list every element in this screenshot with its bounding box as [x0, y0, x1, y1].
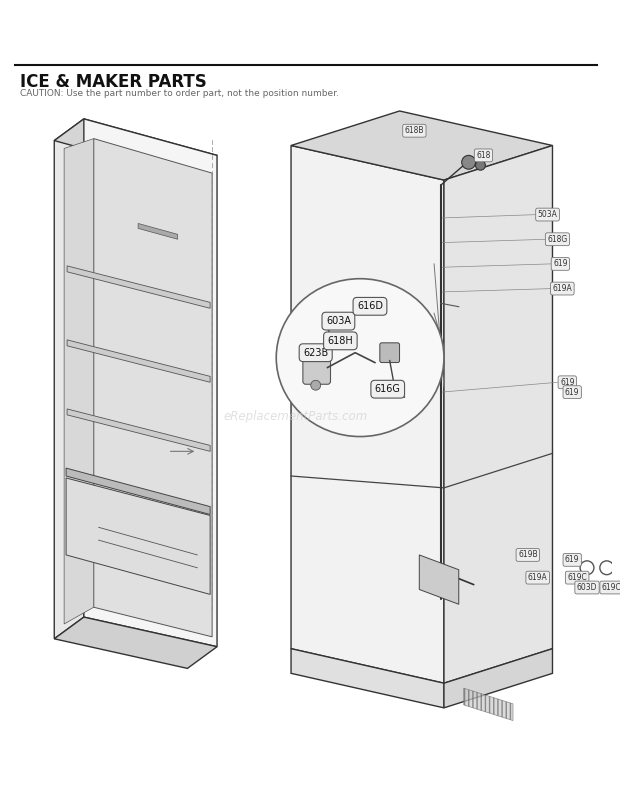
Text: 619: 619 [565, 387, 580, 397]
Polygon shape [67, 340, 210, 383]
Polygon shape [66, 468, 210, 515]
Polygon shape [55, 119, 84, 639]
Polygon shape [66, 478, 210, 595]
Polygon shape [55, 119, 217, 177]
Text: 619: 619 [553, 259, 568, 269]
Text: 619C: 619C [602, 583, 620, 592]
Polygon shape [419, 555, 459, 604]
Text: ICE & MAKER PARTS: ICE & MAKER PARTS [20, 73, 206, 91]
Text: 619: 619 [565, 555, 580, 564]
Polygon shape [291, 649, 444, 708]
Polygon shape [64, 139, 94, 624]
Text: 616D: 616D [357, 301, 383, 312]
FancyBboxPatch shape [303, 353, 330, 384]
Polygon shape [464, 688, 513, 721]
Polygon shape [55, 617, 217, 668]
Polygon shape [291, 111, 552, 180]
Polygon shape [444, 145, 552, 684]
Text: 603D: 603D [577, 583, 597, 592]
Text: 618H: 618H [327, 336, 353, 346]
Polygon shape [84, 119, 217, 646]
Text: eReplacementParts.com: eReplacementParts.com [224, 410, 368, 424]
Polygon shape [94, 139, 212, 637]
Text: 619A: 619A [552, 284, 572, 293]
Text: 619A: 619A [528, 573, 547, 582]
Ellipse shape [277, 278, 444, 437]
Text: 619B: 619B [518, 550, 538, 559]
Polygon shape [138, 224, 177, 239]
FancyBboxPatch shape [380, 343, 399, 362]
Text: 623B: 623B [303, 348, 329, 358]
Circle shape [311, 380, 321, 390]
Text: 619C: 619C [567, 573, 587, 582]
Circle shape [462, 156, 476, 169]
Polygon shape [67, 409, 210, 451]
Text: 616G: 616G [374, 384, 401, 394]
Text: 503A: 503A [538, 210, 557, 219]
Polygon shape [67, 266, 210, 308]
Text: 603A: 603A [326, 316, 351, 326]
Polygon shape [291, 145, 444, 684]
Text: 618G: 618G [547, 235, 567, 244]
Text: 618: 618 [476, 151, 490, 160]
Polygon shape [444, 649, 552, 708]
Text: CAUTION: Use the part number to order part, not the position number.: CAUTION: Use the part number to order pa… [20, 90, 339, 98]
Text: 619: 619 [560, 378, 575, 387]
Text: 618B: 618B [405, 126, 424, 136]
Circle shape [476, 161, 485, 170]
